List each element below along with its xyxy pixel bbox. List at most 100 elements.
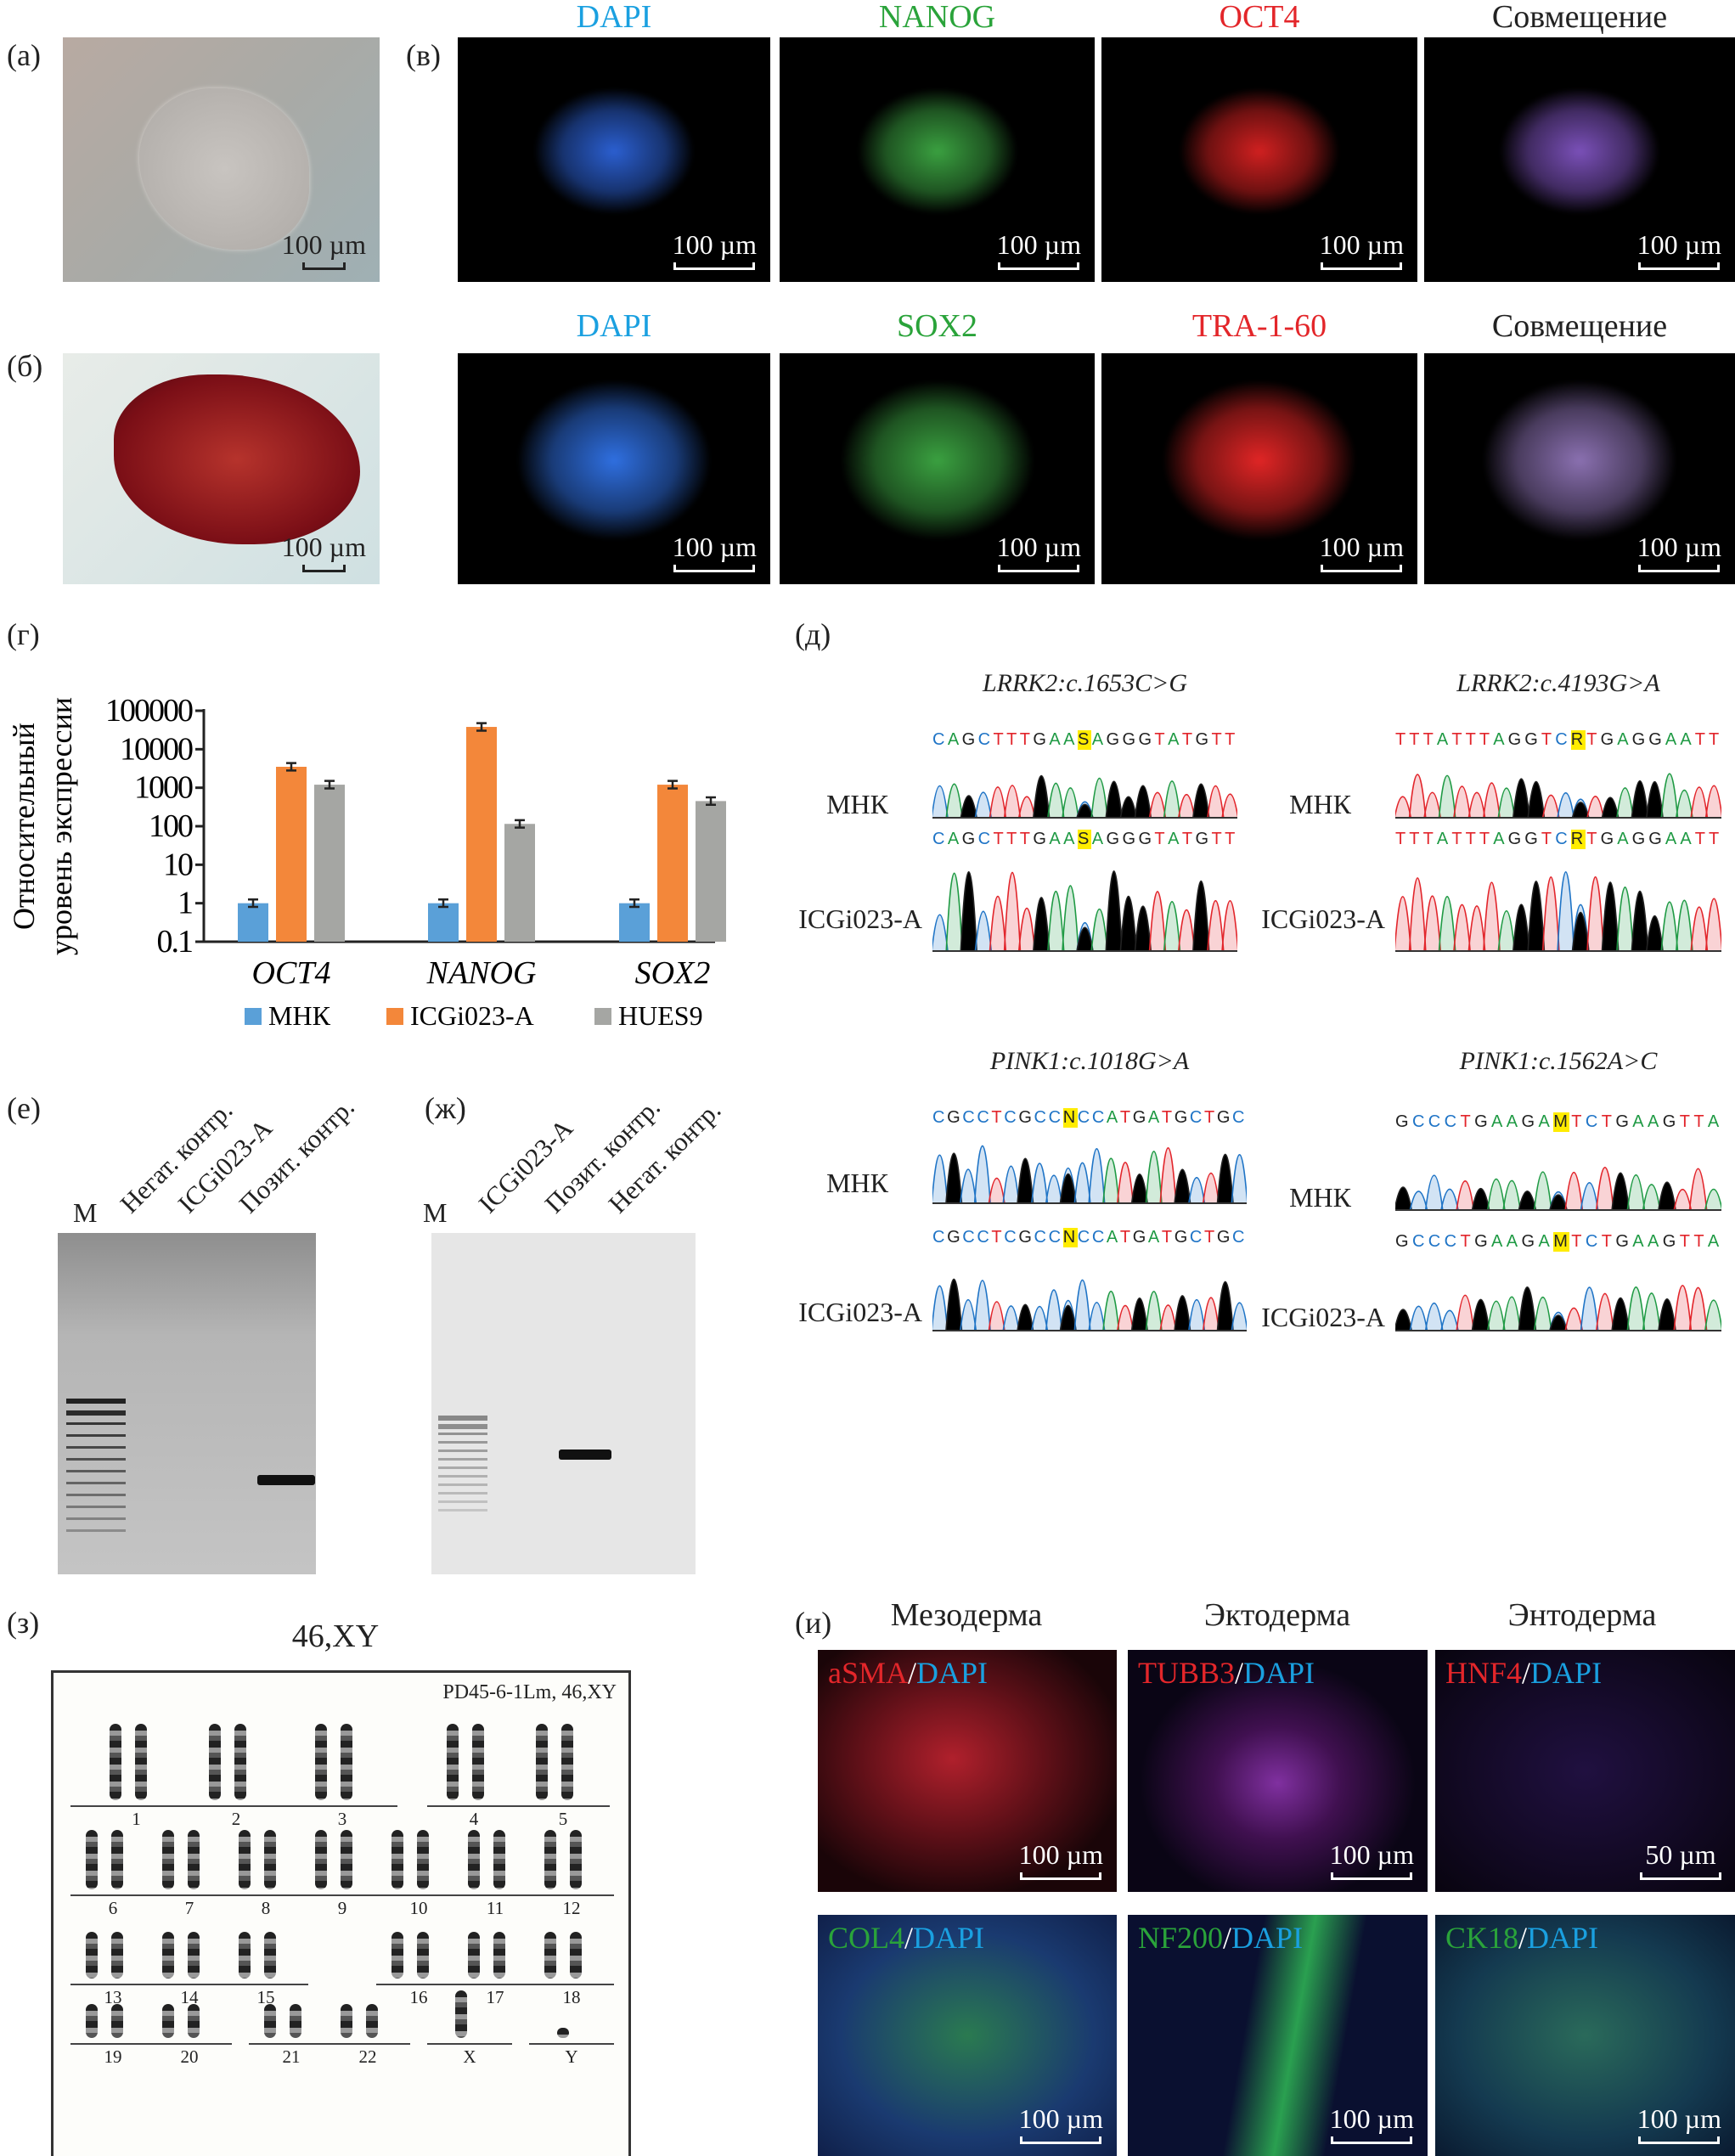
base: C: [1585, 1232, 1600, 1251]
ladder-band: [438, 1416, 487, 1421]
ladder-band: [438, 1441, 487, 1444]
chromosome: [264, 1830, 276, 1889]
chromosome-baseline: [300, 1894, 385, 1896]
peak: [988, 1301, 1006, 1331]
chromosome: [290, 2004, 301, 2038]
base: G: [1662, 1232, 1678, 1251]
peak: [1673, 1285, 1693, 1331]
base: C: [1077, 1108, 1092, 1127]
peak: [1631, 780, 1649, 819]
base: G: [1132, 1108, 1148, 1127]
base: G: [1521, 1112, 1537, 1131]
peak: [1456, 1294, 1475, 1331]
base: G: [1395, 1232, 1411, 1251]
peak: [1483, 881, 1501, 952]
chromosome: [557, 2028, 569, 2038]
base: C: [1444, 1232, 1459, 1251]
scale-bar-label: 100 µm: [1636, 229, 1721, 260]
chromosome-number: 16: [409, 1987, 428, 2007]
chromosome-number: 10: [409, 1898, 428, 1918]
error-bar: [286, 762, 296, 772]
peak: [1395, 1309, 1412, 1331]
peak: [1424, 1174, 1444, 1211]
differentiation-image-hnf4: HNF4/DAPI 50 µm: [1435, 1650, 1735, 1892]
peak: [1117, 1304, 1135, 1331]
peak: [1601, 881, 1620, 952]
error-bar: [706, 796, 716, 807]
chromosome-number: Y: [565, 2046, 578, 2067]
scale-bar-label: 50 µm: [1645, 1839, 1716, 1870]
peak: [1642, 1292, 1661, 1331]
base: A: [1063, 730, 1078, 749]
chromosome: [234, 1724, 246, 1800]
peak: [1557, 870, 1575, 952]
ladder-band: [438, 1424, 487, 1429]
sample-label: ICGi023-A: [798, 1296, 922, 1327]
base: T: [1019, 830, 1033, 848]
base: T: [1181, 830, 1195, 848]
base: T: [1465, 730, 1479, 749]
peak: [1134, 785, 1152, 819]
base: G: [1132, 1228, 1148, 1247]
base: C: [1428, 1232, 1443, 1251]
peak: [1395, 796, 1412, 819]
legend-label: МНК: [268, 1000, 331, 1031]
base: T: [1395, 830, 1408, 848]
base: T: [1709, 730, 1721, 749]
base: C: [962, 1108, 977, 1127]
base: T: [993, 730, 1006, 749]
base: T: [1693, 1232, 1707, 1251]
sample-label: ICGi023-A: [1261, 903, 1385, 934]
base: T: [993, 830, 1006, 848]
base: G: [1122, 730, 1138, 749]
base: T: [1204, 1228, 1217, 1247]
peak: [1202, 1297, 1220, 1331]
chromosome: [570, 1932, 582, 1979]
differentiation-image-asma: aSMA/DAPI 100 µm: [818, 1650, 1117, 1892]
base: G: [1631, 830, 1648, 848]
peak: [1440, 1188, 1459, 1211]
peak: [1586, 875, 1605, 952]
chromosome: [188, 1830, 200, 1889]
base: G: [961, 830, 977, 848]
channel-header: Совмещение: [1491, 308, 1668, 344]
peak: [1557, 791, 1575, 819]
base: G: [1524, 730, 1541, 749]
base: T: [1422, 730, 1436, 749]
peak: [1675, 899, 1693, 952]
counterstain-name: DAPI: [1530, 1656, 1603, 1690]
chromosome: [239, 1932, 251, 1979]
chromosome: [536, 1724, 548, 1800]
base: T: [1119, 1108, 1133, 1127]
peak: [1675, 789, 1693, 819]
base: C: [1189, 1108, 1204, 1127]
base: A: [1049, 830, 1063, 848]
chromosome-number: X: [463, 2046, 476, 2067]
chromosome-baseline: [70, 1894, 155, 1896]
peak: [1090, 777, 1108, 819]
peak: [1424, 1302, 1444, 1331]
base: C: [1585, 1112, 1600, 1131]
peak: [1192, 880, 1210, 952]
scale-bar-label: 100 µm: [1018, 1839, 1103, 1870]
base: G: [1138, 830, 1154, 848]
peak: [1102, 1157, 1120, 1204]
peak: [1159, 1304, 1177, 1331]
panel-label-d: (д): [795, 617, 831, 651]
peak: [1073, 1279, 1091, 1331]
peak: [1134, 905, 1152, 952]
base: T: [1154, 730, 1168, 749]
peak: [1031, 1162, 1049, 1204]
chromosome-number: 8: [261, 1898, 271, 1918]
peak: [1541, 875, 1560, 952]
marker-name: CK18: [1445, 1921, 1519, 1955]
panel-label-z: (з): [7, 1606, 40, 1640]
sample-label: МНК: [1289, 1181, 1351, 1213]
legend-swatch: [386, 1008, 403, 1025]
chromosome-baseline: [147, 1984, 232, 1985]
scale-bar-label: 100 µm: [1319, 229, 1404, 260]
base: C: [932, 830, 947, 848]
sample-label: МНК: [826, 789, 888, 819]
